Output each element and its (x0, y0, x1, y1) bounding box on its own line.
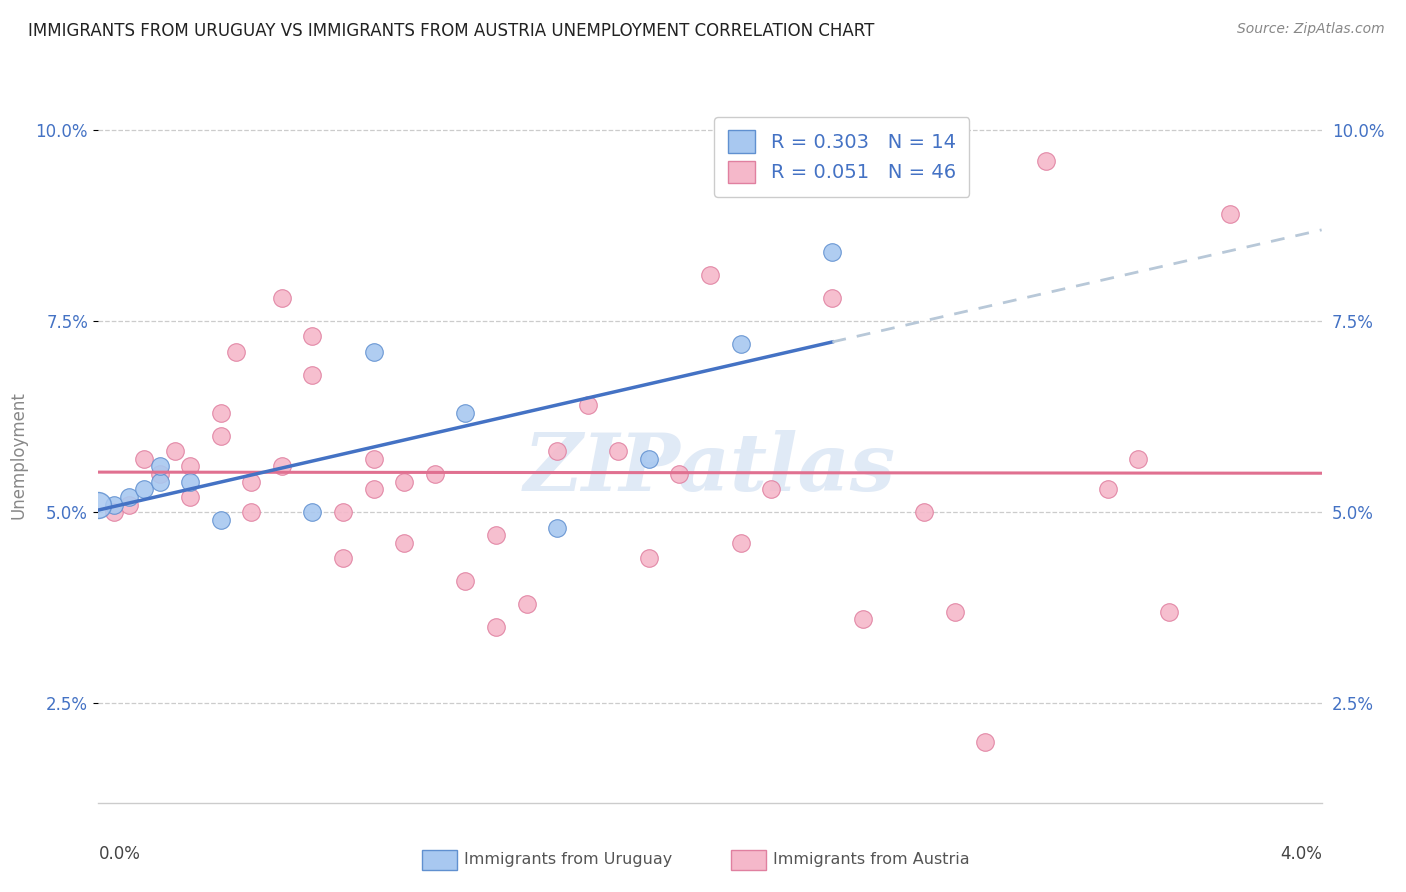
Point (423, 467, 446, 481)
Point (240, 505, 263, 519)
Point (912, 505, 935, 519)
Text: 4.0%: 4.0% (1279, 845, 1322, 863)
Point (209, 429, 232, 443)
Point (485, 528, 508, 542)
Point (454, 574, 477, 588)
Point (301, 329, 323, 343)
Point (1157, 605, 1180, 619)
Point (943, 605, 966, 619)
Point (576, 398, 599, 412)
Point (149, 475, 172, 489)
Text: Immigrants from Austria: Immigrants from Austria (773, 853, 970, 867)
Point (852, 612, 875, 626)
Point (546, 520, 568, 534)
Point (149, 459, 172, 474)
Point (1035, 153, 1057, 168)
Point (332, 551, 354, 566)
Point (87, 498, 110, 512)
Point (209, 513, 232, 527)
Point (301, 505, 323, 519)
Point (1219, 207, 1241, 221)
Point (149, 467, 172, 481)
Point (392, 475, 416, 489)
Point (179, 475, 201, 489)
Point (179, 459, 201, 474)
Point (363, 344, 385, 359)
Y-axis label: Unemployment: Unemployment (10, 391, 27, 519)
Point (134, 483, 156, 497)
Point (546, 444, 568, 458)
Point (270, 291, 294, 305)
Point (668, 467, 690, 481)
Point (974, 734, 997, 748)
Point (759, 483, 782, 497)
Point (730, 337, 752, 351)
Point (332, 505, 354, 519)
Point (301, 368, 323, 382)
Text: Source: ZipAtlas.com: Source: ZipAtlas.com (1237, 22, 1385, 37)
Point (1097, 483, 1119, 497)
Point (699, 268, 721, 283)
Legend: R = 0.303   N = 14, R = 0.051   N = 46: R = 0.303 N = 14, R = 0.051 N = 46 (714, 117, 969, 196)
Point (454, 406, 477, 420)
Point (607, 444, 630, 458)
Point (118, 490, 141, 504)
Point (163, 444, 186, 458)
Text: ZIPatlas: ZIPatlas (524, 430, 896, 508)
Point (637, 451, 661, 466)
Point (363, 451, 385, 466)
Point (179, 490, 201, 504)
Text: 0.0%: 0.0% (98, 845, 141, 863)
Point (821, 291, 844, 305)
Point (363, 483, 385, 497)
Text: IMMIGRANTS FROM URUGUAY VS IMMIGRANTS FROM AUSTRIA UNEMPLOYMENT CORRELATION CHAR: IMMIGRANTS FROM URUGUAY VS IMMIGRANTS FR… (28, 22, 875, 40)
Point (270, 459, 294, 474)
Point (103, 498, 125, 512)
Point (1128, 451, 1150, 466)
Point (730, 536, 752, 550)
Point (392, 536, 416, 550)
Point (516, 597, 538, 611)
Point (485, 620, 508, 634)
Point (225, 344, 247, 359)
Point (134, 451, 156, 466)
Point (637, 551, 661, 566)
Point (209, 406, 232, 420)
Point (118, 498, 141, 512)
Point (240, 475, 263, 489)
Point (821, 245, 844, 260)
Point (103, 505, 125, 519)
Text: Immigrants from Uruguay: Immigrants from Uruguay (464, 853, 672, 867)
